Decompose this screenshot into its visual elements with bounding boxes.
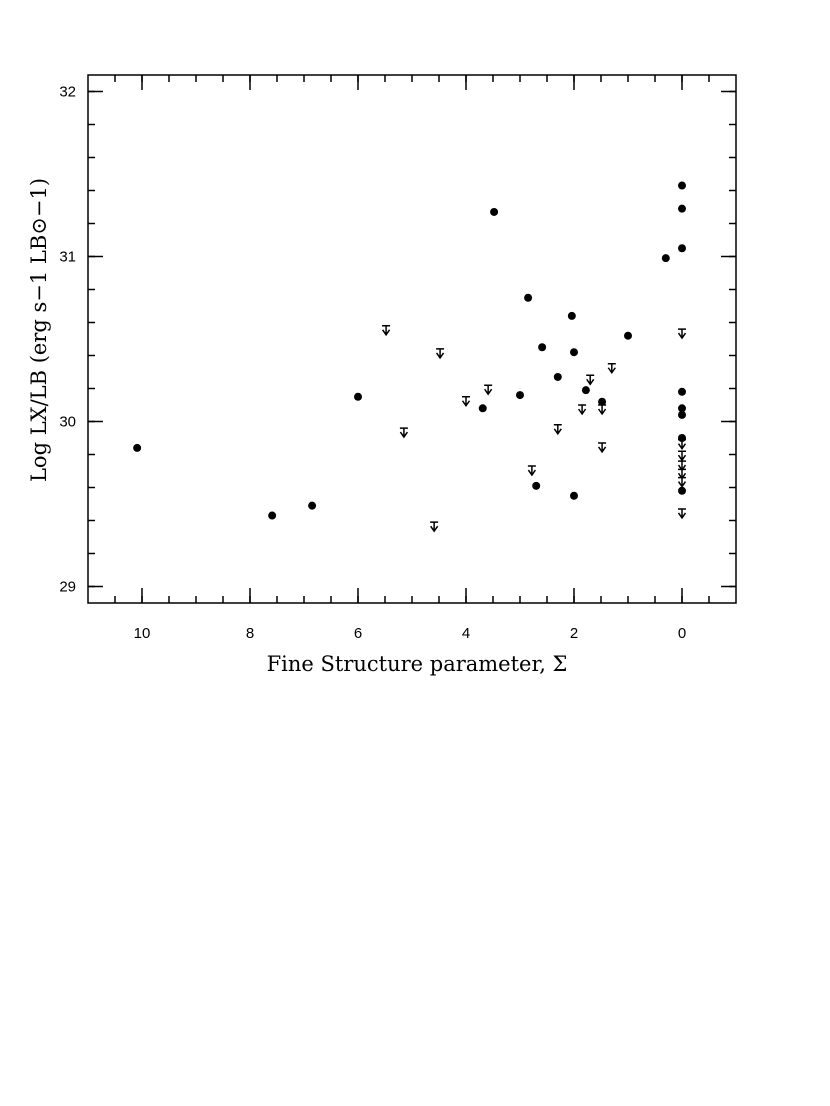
data-point: [133, 443, 142, 452]
y-tick-label: 32: [59, 84, 76, 101]
upper-limit-arrow: [381, 325, 391, 337]
data-point: [678, 410, 686, 419]
data-point: [478, 404, 487, 413]
data-point: [490, 207, 499, 216]
data-point: [570, 348, 578, 357]
upper-limit-arrow: [527, 465, 536, 477]
data-point: [598, 397, 607, 406]
data-point: [567, 311, 576, 320]
data-point: [678, 244, 686, 253]
upper-limit-arrow: [430, 521, 439, 533]
upper-limit-arrow: [435, 348, 445, 360]
y-tick-label: 29: [59, 579, 76, 596]
data-point: [354, 392, 362, 401]
x-tick-label: 4: [462, 625, 470, 642]
x-tick-label: 10: [134, 625, 151, 642]
upper-limit-arrow: [461, 396, 471, 408]
data-point: [553, 372, 562, 381]
x-tick-label: 8: [246, 625, 254, 642]
data-point: [532, 481, 541, 490]
upper-limit-arrow: [677, 450, 687, 462]
data-point: [516, 391, 524, 400]
data-point: [570, 491, 578, 500]
upper-limit-arrow: [677, 508, 687, 520]
y-tick-label: 31: [59, 249, 76, 266]
data-point: [661, 254, 670, 263]
data-point: [524, 293, 533, 302]
data-point: [624, 331, 632, 340]
data-point: [678, 204, 686, 213]
x-tick-label: 2: [570, 625, 578, 642]
upper-limit-arrow: [597, 442, 607, 454]
data-point: [678, 387, 686, 396]
x-tick-label: 0: [678, 625, 686, 642]
upper-limit-arrow: [484, 384, 493, 396]
plot-frame: [87, 74, 737, 604]
upper-limit-arrow: [586, 374, 595, 386]
data-point: [678, 181, 686, 190]
data-point: [678, 404, 686, 413]
upper-limit-arrow: [399, 427, 409, 439]
data-point: [308, 501, 317, 510]
upper-limit-arrow: [607, 363, 616, 375]
upper-limit-arrow: [677, 328, 687, 340]
data-point: [268, 511, 277, 520]
x-tick-label: 6: [354, 625, 362, 642]
data-point: [678, 486, 686, 495]
x-axis-label: Fine Structure parameter, Σ: [267, 652, 568, 676]
upper-limit-arrow: [553, 424, 562, 436]
data-point: [538, 343, 547, 352]
upper-limit-arrow: [677, 476, 687, 488]
y-tick-label: 30: [59, 414, 76, 431]
data-point: [581, 386, 590, 395]
upper-limit-arrow: [677, 438, 687, 450]
upper-limit-arrow: [597, 404, 607, 416]
upper-limit-arrow: [577, 404, 587, 416]
y-axis-label: Log LX/LB (erg s−1 LB⊙−1): [27, 178, 51, 482]
